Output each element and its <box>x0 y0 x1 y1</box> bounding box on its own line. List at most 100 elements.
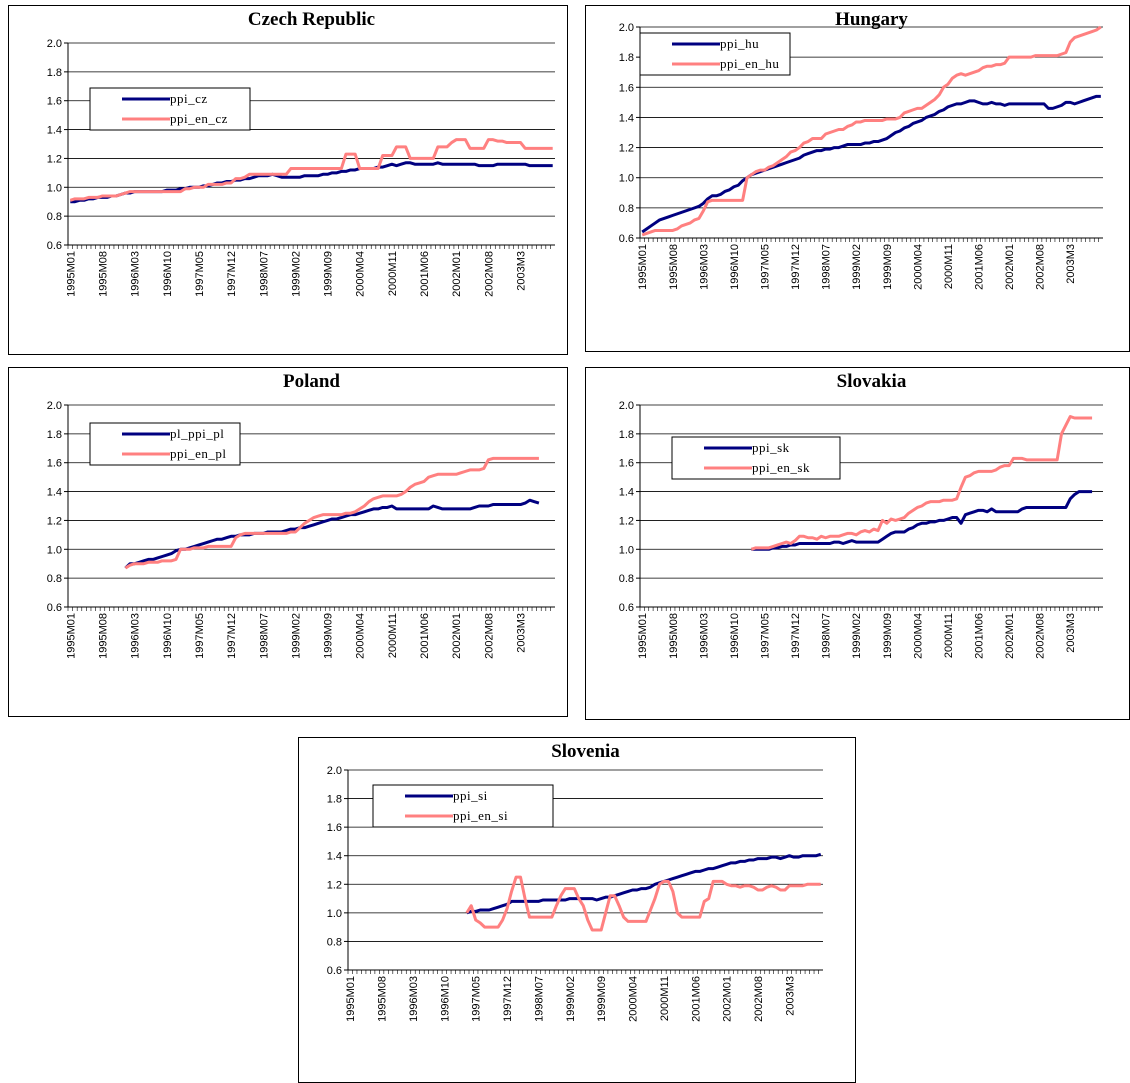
x-tick-label: 1995M01 <box>637 244 649 290</box>
x-tick-label: 1995M08 <box>97 613 109 659</box>
x-tick-label: 1996M03 <box>698 244 710 290</box>
x-tick-label: 2001M06 <box>974 244 986 290</box>
x-tick-label: 1997M12 <box>790 613 802 659</box>
x-tick-label: 1997M05 <box>471 976 483 1022</box>
chart-title: Hungary <box>835 9 908 30</box>
panel-frame <box>8 5 568 355</box>
y-tick-label: 1.6 <box>619 82 634 94</box>
x-tick-label: 1999M02 <box>565 976 577 1022</box>
y-tick-label: 1.8 <box>619 52 634 64</box>
y-tick-label: 1.4 <box>47 487 62 499</box>
x-tick-label: 1999M09 <box>323 613 335 659</box>
x-tick-label: 2000M11 <box>943 244 955 289</box>
x-tick-label: 2001M06 <box>419 613 431 659</box>
y-tick-label: 1.4 <box>619 112 634 124</box>
x-tick-label: 1996M10 <box>729 244 741 290</box>
y-tick-label: 0.8 <box>47 211 62 223</box>
x-tick-label: 2003M3 <box>784 976 796 1016</box>
x-tick-label: 1997M12 <box>502 976 514 1022</box>
x-tick-label: 2002M01 <box>1004 244 1016 290</box>
x-tick-label: 2003M3 <box>1065 244 1077 284</box>
y-tick-label: 1.8 <box>47 429 62 441</box>
x-tick-label: 1997M05 <box>194 251 206 297</box>
x-tick-label: 1995M08 <box>668 613 680 659</box>
y-tick-label: 0.8 <box>619 573 634 585</box>
x-tick-label: 2001M06 <box>690 976 702 1022</box>
legend: ppi_sk ppi_en_sk <box>671 436 841 480</box>
legend-label: ppi_sk <box>752 440 790 455</box>
x-tick-label: 1995M01 <box>345 976 357 1022</box>
legend-box <box>671 436 841 480</box>
x-tick-label: 1996M03 <box>130 251 142 297</box>
x-tick-label: 1995M01 <box>65 613 77 659</box>
x-tick-label: 1997M05 <box>194 613 206 659</box>
y-tick-label: 1.6 <box>619 458 634 470</box>
x-tick-label: 1998M07 <box>533 976 545 1022</box>
y-tick-label: 1.8 <box>47 67 62 79</box>
legend-label: ppi_si <box>453 788 488 803</box>
x-tick-label: 1999M09 <box>882 244 894 290</box>
x-tick-label: 2000M04 <box>912 244 924 290</box>
panel-frame <box>8 367 568 717</box>
series-line <box>641 94 1101 234</box>
y-tick-label: 1.4 <box>619 487 634 499</box>
x-tick-label: 2002M08 <box>1035 613 1047 659</box>
x-tick-label: 1999M09 <box>596 976 608 1022</box>
x-tick-label: 2000M11 <box>387 251 399 296</box>
y-tick-label: 1.2 <box>619 143 634 155</box>
legend-label: ppi_en_cz <box>170 111 228 126</box>
x-tick-label: 1997M12 <box>226 251 238 297</box>
x-tick-label: 1999M09 <box>882 613 894 659</box>
y-tick-label: 1.8 <box>327 794 342 806</box>
x-tick-label: 2001M06 <box>419 251 431 297</box>
legend-box <box>89 87 251 131</box>
chart-title: Slovakia <box>837 371 907 392</box>
panel: Slovakia 0.6 0.8 1.0 1.2 1.4 1.6 1.8 2.0 1995M01 1… <box>585 367 1130 720</box>
y-tick-label: 1.2 <box>327 879 342 891</box>
x-tick-label: 1995M01 <box>65 251 77 297</box>
panel: Hungary 0.6 0.8 1.0 1.2 1.4 1.6 1.8 2.0 1995M01 19… <box>585 5 1130 352</box>
x-tick-label: 1997M12 <box>790 244 802 290</box>
x-tick-label: 2000M11 <box>387 613 399 658</box>
x-tick-label: 2002M01 <box>451 613 463 659</box>
x-tick-label: 1998M07 <box>258 251 270 297</box>
y-tick-label: 2.0 <box>619 400 634 412</box>
legend-box <box>372 784 554 828</box>
y-tick-label: 2.0 <box>327 765 342 777</box>
y-tick-label: 2.0 <box>619 22 634 34</box>
legend-label: ppi_en_pl <box>170 446 227 461</box>
x-tick-label: 1999M02 <box>851 613 863 659</box>
y-tick-label: 2.0 <box>47 400 62 412</box>
series-line <box>641 25 1102 237</box>
x-tick-label: 1998M07 <box>821 244 833 290</box>
x-tick-label: 1996M10 <box>439 976 451 1022</box>
x-tick-label: 1996M10 <box>162 613 174 659</box>
x-tick-label: 1997M05 <box>759 613 771 659</box>
y-tick-label: 1.0 <box>47 182 62 194</box>
panel: Poland 0.6 0.8 1.0 1.2 1.4 1.6 1.8 2.0 1995M01 199… <box>8 367 568 717</box>
y-tick-label: 2.0 <box>47 38 62 50</box>
y-tick-label: 1.2 <box>619 515 634 527</box>
y-tick-label: 1.4 <box>47 125 62 137</box>
x-tick-label: 2002M01 <box>722 976 734 1022</box>
chart-title: Poland <box>283 371 340 392</box>
x-tick-label: 2000M11 <box>659 976 671 1021</box>
x-tick-label: 2001M06 <box>974 613 986 659</box>
y-tick-label: 0.6 <box>619 233 634 245</box>
chart-title: Czech Republic <box>248 9 375 30</box>
series-line <box>69 138 553 202</box>
x-tick-label: 2003M3 <box>1065 613 1077 653</box>
x-tick-label: 1999M02 <box>290 251 302 297</box>
panel: Slovenia 0.6 0.8 1.0 1.2 1.4 1.6 1.8 2.0 1995M01 1… <box>298 737 856 1083</box>
x-tick-label: 1995M08 <box>97 251 109 297</box>
panel: Czech Republic 0.6 0.8 1.0 1.2 1.4 1.6 1.8 2.0 19… <box>8 5 568 355</box>
y-tick-label: 0.8 <box>47 573 62 585</box>
legend-label: ppi_cz <box>170 91 208 106</box>
x-tick-label: 1999M09 <box>323 251 335 297</box>
x-tick-label: 2002M01 <box>451 251 463 297</box>
legend-label: pl_ppi_pl <box>170 426 224 441</box>
legend-label: ppi_en_si <box>453 808 508 823</box>
x-tick-label: 2002M08 <box>753 976 765 1022</box>
legend-box <box>639 32 791 76</box>
